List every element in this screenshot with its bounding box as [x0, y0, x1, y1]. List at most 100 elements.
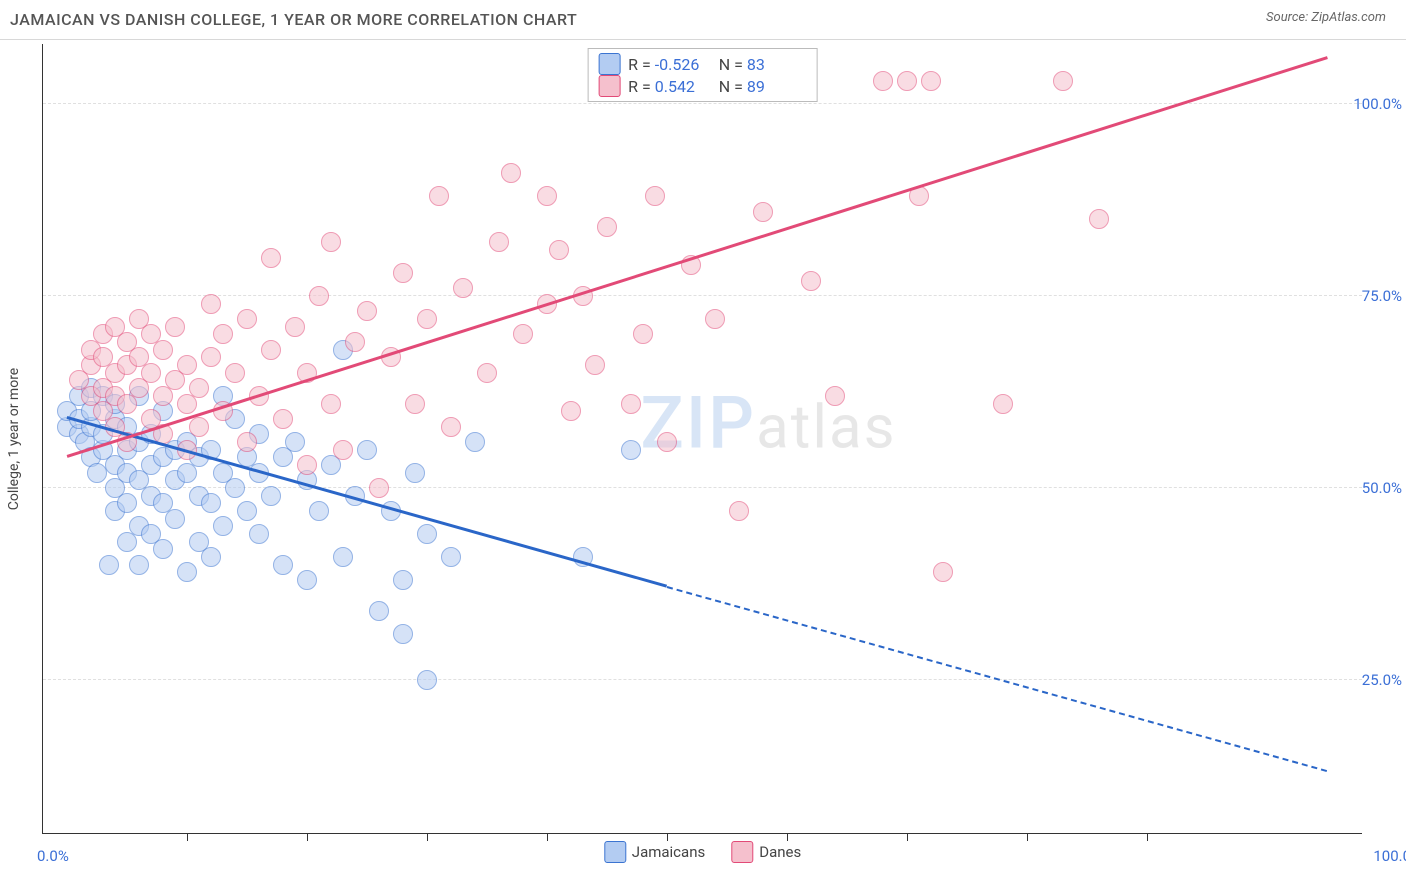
- scatter-point: [441, 417, 461, 437]
- correlation-row-jamaicans: R =-0.526 N =83: [598, 53, 807, 75]
- scatter-point: [897, 71, 917, 91]
- scatter-point: [357, 301, 377, 321]
- scatter-point: [297, 455, 317, 475]
- watermark-zip: ZIP: [640, 380, 756, 465]
- x-tick: [547, 833, 548, 841]
- scatter-point: [201, 493, 221, 513]
- legend-swatch-danes: [731, 841, 753, 863]
- scatter-point: [237, 432, 257, 452]
- scatter-point: [261, 248, 281, 268]
- swatch-jamaicans: [598, 53, 620, 75]
- scatter-point: [201, 347, 221, 367]
- scatter-point: [621, 394, 641, 414]
- x-tick: [307, 833, 308, 841]
- scatter-point: [249, 524, 269, 544]
- y-axis-label: College, 1 year or more: [6, 368, 22, 510]
- scatter-point: [801, 271, 821, 291]
- y-tick-label: 75.0%: [1362, 287, 1402, 305]
- scatter-point: [597, 217, 617, 237]
- scatter-point: [417, 309, 437, 329]
- scatter-point: [285, 317, 305, 337]
- scatter-point: [321, 394, 341, 414]
- scatter-point: [417, 524, 437, 544]
- scatter-point: [393, 263, 413, 283]
- scatter-point: [333, 547, 353, 567]
- scatter-point: [153, 539, 173, 559]
- plot-wrap: College, 1 year or more ZIPatlas R =-0.5…: [42, 44, 1362, 834]
- scatter-point: [321, 232, 341, 252]
- scatter-point: [213, 324, 233, 344]
- legend-item-jamaicans: Jamaicans: [604, 841, 705, 863]
- scatter-point: [393, 624, 413, 644]
- x-tick: [1147, 833, 1148, 841]
- scatter-point: [489, 232, 509, 252]
- trend-line: [67, 56, 1328, 457]
- scatter-point: [657, 432, 677, 452]
- scatter-point: [177, 562, 197, 582]
- scatter-point: [729, 501, 749, 521]
- scatter-point: [1089, 209, 1109, 229]
- scatter-point: [537, 186, 557, 206]
- correlation-text-danes: R =0.542 N =89: [628, 77, 807, 96]
- scatter-point: [285, 432, 305, 452]
- scatter-point: [753, 202, 773, 222]
- y-tick-label: 50.0%: [1362, 479, 1402, 497]
- scatter-point: [933, 562, 953, 582]
- scatter-point: [87, 463, 107, 483]
- scatter-point: [309, 501, 329, 521]
- scatter-point: [237, 501, 257, 521]
- scatter-point: [165, 317, 185, 337]
- source-attribution: Source: ZipAtlas.com: [1266, 10, 1386, 25]
- scatter-point: [129, 555, 149, 575]
- scatter-point: [1053, 71, 1073, 91]
- x-tick: [1027, 833, 1028, 841]
- scatter-point: [405, 463, 425, 483]
- scatter-point: [873, 71, 893, 91]
- scatter-point: [513, 324, 533, 344]
- scatter-point: [561, 401, 581, 421]
- legend-label-danes: Danes: [759, 843, 801, 861]
- x-tick: [907, 833, 908, 841]
- x-tick: [667, 833, 668, 841]
- scatter-point: [213, 516, 233, 536]
- scatter-point: [465, 432, 485, 452]
- scatter-point: [369, 601, 389, 621]
- y-tick-label: 25.0%: [1362, 671, 1402, 689]
- scatter-point: [165, 509, 185, 529]
- scatter-point: [273, 409, 293, 429]
- scatter-point: [261, 486, 281, 506]
- series-legend: Jamaicans Danes: [604, 841, 801, 863]
- scatter-point: [297, 570, 317, 590]
- x-tick: [787, 833, 788, 841]
- swatch-danes: [598, 75, 620, 97]
- chart-title: JAMAICAN VS DANISH COLLEGE, 1 YEAR OR MO…: [10, 10, 577, 29]
- scatter-point: [825, 386, 845, 406]
- scatter-point: [261, 340, 281, 360]
- scatter-point: [441, 547, 461, 567]
- chart-header: JAMAICAN VS DANISH COLLEGE, 1 YEAR OR MO…: [0, 0, 1406, 40]
- scatter-point: [393, 570, 413, 590]
- x-axis-min-label: 0.0%: [37, 847, 69, 865]
- scatter-point: [705, 309, 725, 329]
- legend-swatch-jamaicans: [604, 841, 626, 863]
- plot-area: ZIPatlas R =-0.526 N =83 R =0.542 N =89: [42, 44, 1362, 834]
- scatter-point: [417, 670, 437, 690]
- scatter-point: [453, 278, 473, 298]
- scatter-point: [189, 378, 209, 398]
- scatter-point: [99, 555, 119, 575]
- scatter-point: [201, 294, 221, 314]
- scatter-point: [141, 363, 161, 383]
- scatter-point: [153, 340, 173, 360]
- scatter-point: [333, 440, 353, 460]
- scatter-point: [189, 417, 209, 437]
- scatter-point: [225, 478, 245, 498]
- gridline: [43, 295, 1362, 296]
- gridline: [43, 679, 1362, 680]
- x-axis-max-label: 100.0%: [1373, 847, 1406, 865]
- legend-item-danes: Danes: [731, 841, 801, 863]
- correlation-text-jamaicans: R =-0.526 N =83: [628, 55, 807, 74]
- watermark: ZIPatlas: [640, 380, 896, 465]
- scatter-point: [177, 355, 197, 375]
- scatter-point: [201, 547, 221, 567]
- correlation-row-danes: R =0.542 N =89: [598, 75, 807, 97]
